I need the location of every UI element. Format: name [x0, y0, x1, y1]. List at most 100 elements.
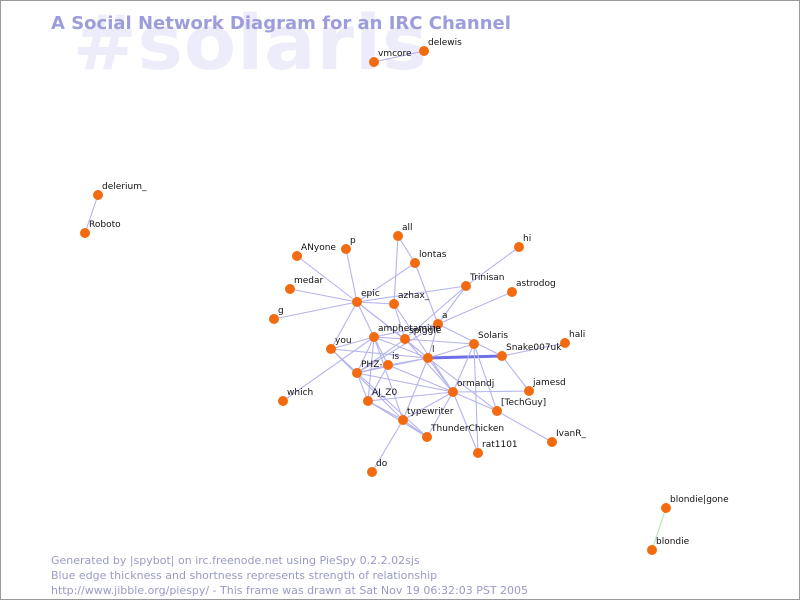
- node-is: is: [383, 352, 400, 370]
- node-dot: [410, 258, 420, 268]
- edge-epic-spiggle: [356, 301, 406, 340]
- node-blondie: blondie: [647, 537, 690, 555]
- node-techguy: [TechGuy]: [492, 398, 546, 416]
- node-label: l: [432, 345, 435, 355]
- node-dot: [292, 251, 302, 261]
- edge-epic-medar: [289, 288, 358, 303]
- edge-epic-amphetamine: [356, 301, 375, 338]
- edge-l-solaris: [427, 343, 475, 359]
- node-label: astrodog: [516, 279, 556, 289]
- edge-is-aj-z0: [367, 364, 389, 402]
- node-anyone: ANyone: [292, 243, 336, 261]
- footer-url-line: http://www.jibble.org/piespy/ - This fra…: [51, 584, 529, 597]
- node-dot: [514, 242, 524, 252]
- edge-amphetamine-typewriter: [373, 336, 404, 421]
- node-hali: hali: [560, 330, 585, 348]
- edge-blondie-gone-blondie: [651, 507, 667, 551]
- node-layer: vmcore delewis delerium_ Roboto blondie|gone…: [80, 38, 729, 555]
- edge-phz-aj-z0: [356, 372, 369, 402]
- node-label: Trinisan: [469, 273, 505, 283]
- edge-phz-is: [356, 364, 389, 374]
- edge-l-typewriter: [402, 357, 429, 421]
- node-label: do: [376, 459, 388, 469]
- node-label: blondie: [656, 537, 690, 547]
- node-vmcore: vmcore: [369, 49, 412, 67]
- edge-trinisan-hi: [465, 246, 520, 287]
- footer-generated-line: Generated by |spybot| on irc.freenode.ne…: [51, 554, 420, 567]
- node-dot: [422, 432, 432, 442]
- edge-epic-azhax: [356, 301, 395, 305]
- node-dot: [400, 334, 410, 344]
- node-dot: [461, 281, 471, 291]
- node-dot: [369, 57, 379, 67]
- node-astrodog: astrodog: [507, 279, 556, 297]
- node-l: l: [423, 345, 435, 363]
- node-amphetamine: amphetamine: [369, 324, 441, 342]
- edge-azhax-all: [393, 235, 399, 305]
- diagram-footer: Generated by |spybot| on irc.freenode.ne…: [51, 553, 528, 598]
- node-dot: [524, 386, 534, 396]
- node-hi: hi: [514, 234, 531, 252]
- edge-typewriter-do: [371, 419, 404, 473]
- node-label: IvanR_: [556, 429, 586, 439]
- edge-epic-trinisan: [356, 285, 467, 303]
- node-blondie-gone: blondie|gone: [661, 495, 729, 513]
- edge-trinisan-spiggle: [404, 285, 467, 340]
- node-label: Solaris: [478, 331, 508, 341]
- node-azhax: azhax_: [389, 291, 430, 309]
- node-dot: [469, 339, 479, 349]
- edge-a-phz: [356, 323, 439, 374]
- edge-spiggle-ormandj: [404, 338, 454, 393]
- edge-azhax-ormandj: [393, 303, 454, 393]
- edge-vmcore-delewis: [373, 50, 425, 63]
- node-dot: [547, 437, 557, 447]
- node-roboto: Roboto: [80, 220, 121, 238]
- node-which: which: [278, 388, 313, 406]
- node-dot: [352, 297, 362, 307]
- node-typewriter: typewriter: [398, 407, 454, 425]
- edge-epic-you: [330, 301, 358, 350]
- node-dot: [93, 190, 103, 200]
- node-label: azhax_: [398, 291, 430, 301]
- node-label: epic: [361, 289, 380, 299]
- node-aj-z0: AJ_Z0: [363, 388, 397, 406]
- edge-a-astrodog: [437, 291, 513, 325]
- node-label: delerium_: [102, 182, 147, 192]
- node-label: all: [402, 223, 413, 233]
- node-a: a: [433, 311, 448, 329]
- node-label: hali: [569, 330, 585, 340]
- node-all: all: [393, 223, 413, 241]
- node-you: you: [326, 336, 352, 354]
- node-solaris: Solaris: [469, 331, 508, 349]
- edge-techguy-ivanr: [496, 410, 553, 443]
- edge-snake007uk-jamesd: [501, 355, 530, 392]
- node-label: PHZ-: [361, 360, 382, 370]
- node-p: p: [341, 236, 356, 254]
- node-label: rat1101: [482, 440, 518, 450]
- edge-snake007uk-hali: [501, 342, 566, 357]
- node-thunderchicken: ThunderChicken: [422, 424, 504, 442]
- node-label: ThunderChicken: [430, 424, 504, 434]
- node-label: you: [335, 336, 352, 346]
- node-label: which: [287, 388, 313, 398]
- node-g: g: [269, 306, 284, 324]
- node-dot: [647, 545, 657, 555]
- node-label: spiggle: [409, 326, 442, 336]
- node-label: is: [392, 352, 400, 362]
- node-dot: [352, 368, 362, 378]
- node-dot: [423, 353, 433, 363]
- node-dot: [448, 387, 458, 397]
- edge-a-trinisan: [437, 285, 467, 325]
- node-label: a: [442, 311, 448, 321]
- edge-spiggle-phz: [356, 338, 406, 374]
- node-delewis: delewis: [419, 38, 462, 56]
- node-epic: epic: [352, 289, 380, 307]
- node-dot: [497, 351, 507, 361]
- node-jamesd: jamesd: [524, 378, 566, 396]
- node-dot: [507, 287, 517, 297]
- node-label: lontas: [419, 250, 447, 260]
- edge-amphetamine-spiggle: [373, 336, 406, 340]
- node-label: AJ_Z0: [372, 388, 397, 398]
- node-dot: [473, 448, 483, 458]
